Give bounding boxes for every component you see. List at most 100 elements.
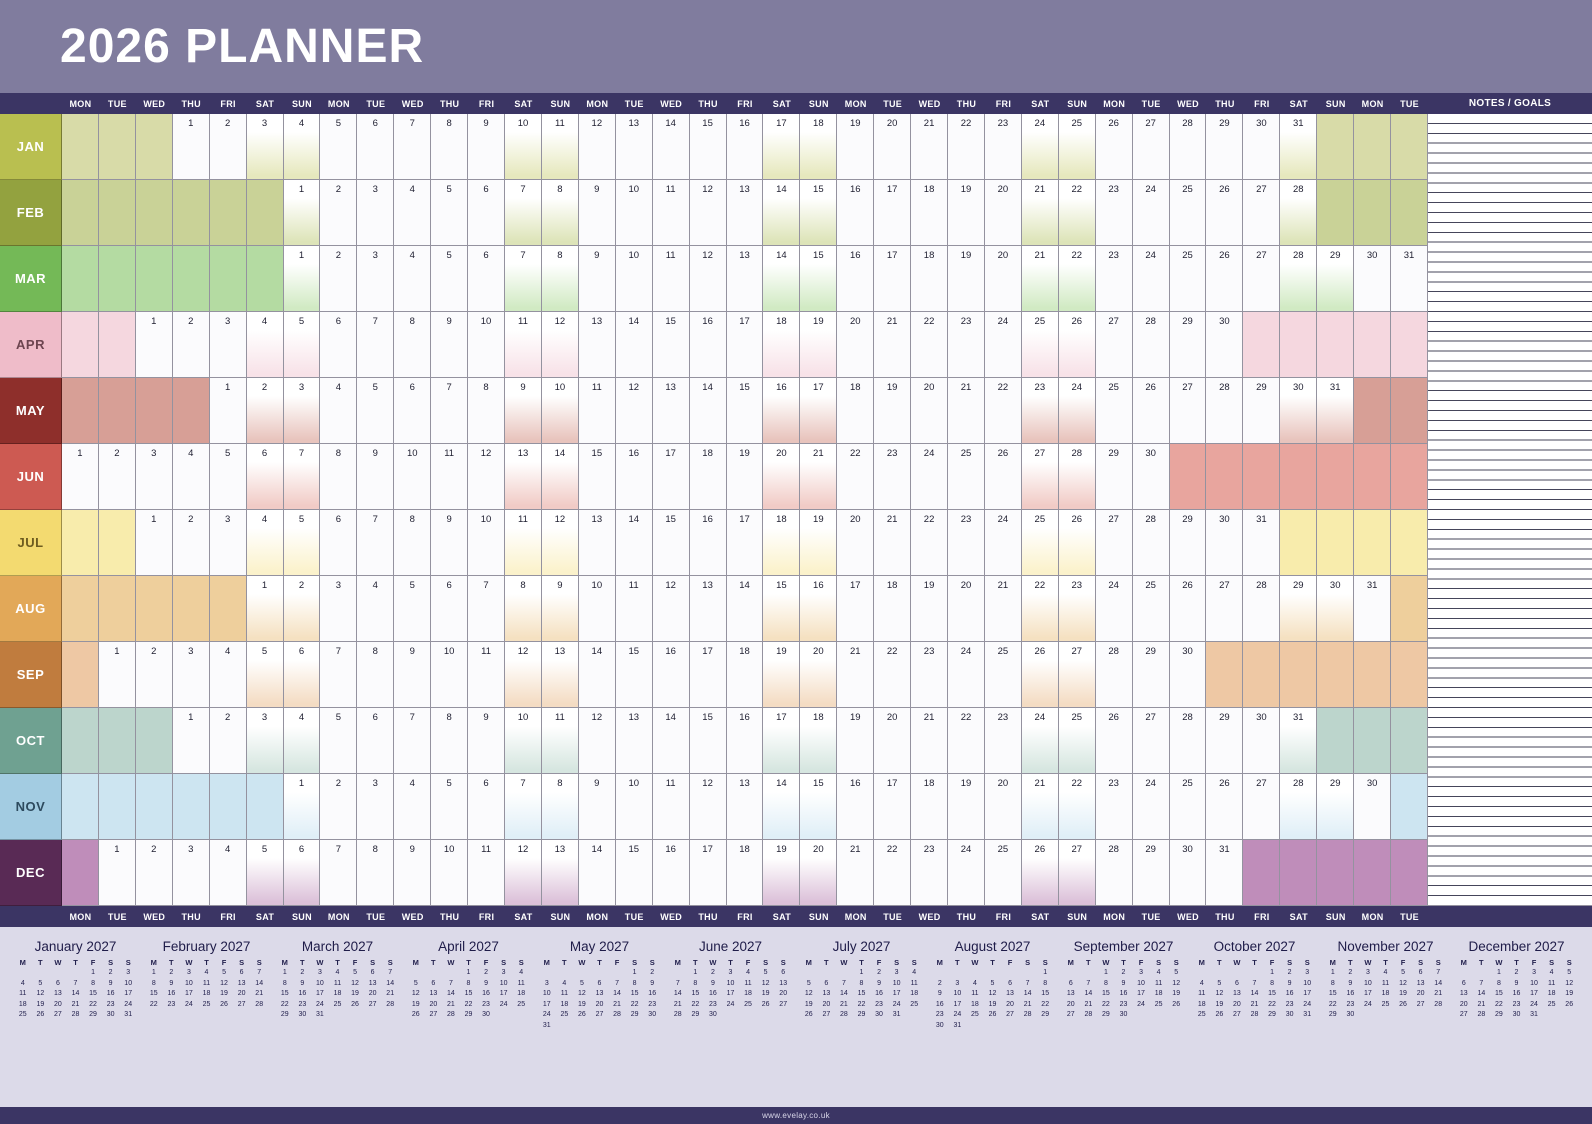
mini-day-cell: 22: [691, 1000, 700, 1008]
mini-blank-cell: [1193, 969, 1211, 980]
mini-calendar: July 2027 M T W T F S S 1 2 3 4 5 6 7 8 9 10 11 12 13 14 15 16 1…: [800, 939, 923, 1107]
mini-weekday-header: S: [518, 958, 524, 967]
day-cell: 18: [911, 246, 949, 312]
footer-url: www.evelay.co.uk: [762, 1111, 830, 1120]
day-cell: 7: [505, 774, 542, 840]
day-cell: 21: [874, 312, 912, 378]
mini-blank-cell: [949, 969, 967, 980]
footer-bar: www.evelay.co.uk: [0, 1107, 1592, 1124]
mini-calendar: April 2027 M T W T F S S 1 2 3 4 5 6 7 8 9 10 11 12 13 14 15 16…: [407, 939, 530, 1107]
day-cell: 21: [911, 114, 949, 180]
mini-day-cell: 30: [106, 1011, 115, 1018]
mini-day-cell: 3: [1139, 969, 1144, 976]
day-cell: 13: [652, 378, 690, 444]
mini-day-cell: 4: [1549, 969, 1554, 976]
day-cell: 5: [209, 444, 247, 510]
mini-day-cell: 30: [648, 1011, 657, 1018]
mini-day-cell: 15: [630, 990, 639, 997]
mini-weekday-header: W: [447, 958, 455, 967]
mini-day-cell: 30: [1512, 1011, 1521, 1018]
mini-day-cell: 1: [1330, 969, 1335, 976]
day-cell: 20: [874, 114, 912, 180]
day-cell: 8: [357, 642, 395, 708]
day-cell: 27: [1243, 774, 1281, 840]
mini-day-cell: 27: [429, 1011, 438, 1018]
mini-day-cell: 11: [971, 990, 979, 997]
mini-day-cell: 19: [1565, 990, 1574, 997]
mini-day-cell: 10: [542, 990, 551, 997]
day-cell: 23: [1058, 576, 1096, 642]
mini-weekday-header: T: [824, 958, 829, 967]
mini-blank-cell: [1080, 969, 1098, 980]
mini-day-cell: 23: [935, 1011, 944, 1018]
month-label: DEC: [0, 840, 62, 906]
weekday-header: SUN: [1317, 906, 1355, 927]
mini-weekday-header: T: [1514, 958, 1519, 967]
mini-blank-cell: [14, 969, 32, 980]
mini-blank-cell: [984, 969, 1002, 980]
day-cell: 1: [209, 378, 247, 444]
mini-day-cell: 11: [19, 990, 27, 997]
day-cell: 27: [1021, 444, 1059, 510]
day-cell: 30: [1354, 774, 1392, 840]
mini-weekday-header: F: [352, 958, 358, 967]
mini-day-cell: 20: [1233, 1000, 1241, 1008]
mini-weekday-header: M: [150, 958, 157, 967]
mini-day-cell: 21: [673, 1000, 682, 1008]
mini-day-cell: 8: [1103, 979, 1108, 987]
mini-day-cell: 12: [220, 979, 228, 987]
mini-day-cell: 25: [18, 1011, 27, 1018]
mini-day-cell: 6: [1008, 979, 1013, 987]
mini-calendar-grid: M T W T F S S 1 2 3 4 5 6 7 8 9 10 11 12 13 14 15 16 17 18 19 20 21…: [1455, 958, 1578, 1022]
day-cell: 30: [1243, 114, 1281, 180]
mini-day-cell: 5: [38, 979, 43, 987]
day-cell: 31: [1280, 708, 1318, 774]
mini-weekday-header: M: [1067, 958, 1074, 967]
day-cell: [172, 378, 210, 444]
mini-day-cell: 18: [333, 990, 342, 997]
day-cell: 12: [689, 774, 727, 840]
mini-day-cell: 27: [822, 1011, 831, 1018]
mini-day-cell: 1: [151, 969, 156, 976]
weekday-header: SAT: [1021, 906, 1059, 927]
day-cell: 3: [246, 708, 284, 774]
mini-weekday-header: S: [632, 958, 638, 967]
day-cell: [1391, 114, 1428, 180]
day-cell: 1: [246, 576, 284, 642]
day-cell: 14: [726, 576, 764, 642]
day-cell: 10: [578, 576, 616, 642]
day-cell: 1: [135, 312, 173, 378]
mini-day-cell: 2: [1348, 969, 1353, 976]
day-cell: [1354, 180, 1392, 246]
mini-weekday-header: F: [1269, 958, 1275, 967]
day-cell: 2: [320, 180, 358, 246]
day-cell: 22: [1058, 180, 1096, 246]
day-cell: 15: [615, 642, 653, 708]
day-cell: [1391, 642, 1428, 708]
weekday-header: FRI: [468, 93, 506, 114]
weekday-header: MON: [320, 906, 358, 927]
mini-day-cell: 8: [91, 979, 96, 987]
day-cell: 13: [726, 246, 764, 312]
day-cell: 29: [1095, 444, 1133, 510]
weekday-header: THU: [948, 93, 985, 114]
day-cell: 4: [283, 708, 321, 774]
mini-day-cell: 21: [71, 1000, 80, 1008]
mini-day-cell: 16: [648, 990, 657, 997]
mini-weekday-header: S: [1025, 958, 1031, 967]
day-cell: 19: [800, 312, 838, 378]
day-cell: 22: [837, 444, 875, 510]
mini-day-cell: 22: [1102, 1000, 1110, 1008]
mini-day-cell: 22: [280, 1000, 289, 1008]
day-cell: 17: [874, 246, 912, 312]
day-cell: 27: [1132, 708, 1170, 774]
weekday-header: THU: [1206, 906, 1244, 927]
day-cell: 1: [283, 180, 321, 246]
mini-weekday-header: W: [1364, 958, 1372, 967]
weekday-header: TUE: [615, 93, 653, 114]
mini-day-cell: 6: [370, 969, 375, 976]
mini-weekday-header: M: [1198, 958, 1205, 967]
mini-day-cell: 15: [1102, 990, 1110, 997]
day-cell: 20: [874, 708, 912, 774]
day-cell: 22: [911, 312, 949, 378]
